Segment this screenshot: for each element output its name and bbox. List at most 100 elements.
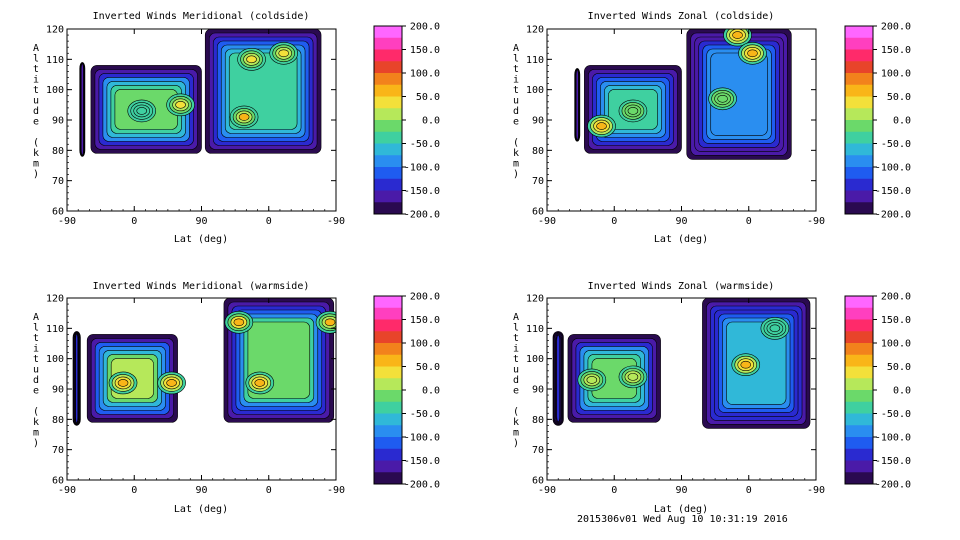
- y-tick-label: 60: [532, 207, 544, 218]
- colorbar-tick-label: 150.0: [410, 45, 440, 56]
- y-label-char: u: [513, 96, 519, 107]
- colorbar-tick-label: -150.0: [404, 186, 440, 197]
- y-tick-label: 100: [526, 354, 544, 365]
- colorbar-swatch: [374, 460, 402, 473]
- contour-band: [80, 63, 84, 156]
- colorbar-tick-label: -100.0: [875, 433, 911, 444]
- x-tick-label: 0: [611, 216, 617, 227]
- y-tick-label: 120: [526, 25, 544, 36]
- x-tick-label: 90: [195, 485, 207, 496]
- colorbar-swatch: [374, 319, 402, 332]
- colorbar-tick-label: 100.0: [410, 339, 440, 350]
- colorbar-tick-label: -50.0: [881, 139, 911, 150]
- y-label-char: k: [513, 148, 519, 159]
- colorbar-swatch: [845, 425, 873, 438]
- y-label-char: d: [33, 106, 39, 117]
- colorbar-swatch: [845, 190, 873, 203]
- y-label-char: e: [33, 117, 39, 128]
- y-tick-label: 80: [52, 415, 64, 426]
- colorbar-swatch: [374, 448, 402, 461]
- colorbar-swatch: [374, 401, 402, 414]
- colorbar-swatch: [845, 37, 873, 50]
- colorbar-tick-label: 200.0: [881, 292, 911, 303]
- y-tick-label: 100: [46, 354, 64, 365]
- colorbar-swatch: [845, 131, 873, 144]
- x-tick-label: -90: [58, 216, 76, 227]
- colorbar-swatch: [374, 472, 402, 485]
- contour-feature: [596, 122, 607, 130]
- y-label-char: e: [513, 386, 519, 397]
- colorbar-swatch: [374, 378, 402, 391]
- colorbar-swatch: [374, 202, 402, 215]
- colorbar-swatch: [845, 202, 873, 215]
- colorbar-swatch: [845, 108, 873, 121]
- colorbar-swatch: [845, 61, 873, 74]
- colorbar: 200.0 150.0 100.0 50.0 0.0 -50.0 -100.0 -150.0 -…: [844, 292, 911, 491]
- y-label-char: t: [33, 354, 39, 365]
- y-label-char: t: [513, 85, 519, 96]
- y-label-char: m: [33, 428, 39, 439]
- y-tick-label: 70: [532, 176, 544, 187]
- contour-feature: [246, 55, 257, 64]
- colorbar-swatch: [374, 131, 402, 144]
- colorbar-swatch: [845, 84, 873, 97]
- x-tick-label: -90: [58, 485, 76, 496]
- x-tick-label: -90: [538, 216, 556, 227]
- contour-band: [556, 334, 561, 422]
- colorbar-swatch: [845, 366, 873, 379]
- y-label-char: ): [33, 169, 39, 180]
- colorbar-swatch: [374, 354, 402, 367]
- plot-area: [552, 298, 811, 429]
- y-label-char: ): [513, 438, 519, 449]
- contour-feature: [278, 49, 289, 58]
- colorbar-tick-label: 0.0: [422, 116, 440, 127]
- plot-area: [574, 29, 792, 160]
- colorbar-tick-label: -200.0: [875, 210, 911, 221]
- y-label-char: (: [33, 407, 39, 418]
- y-label-char: u: [33, 365, 39, 376]
- x-tick-label: -90: [327, 485, 345, 496]
- x-tick-label: 0: [746, 485, 752, 496]
- y-label-char: t: [33, 85, 39, 96]
- y-label-char: (: [513, 407, 519, 418]
- x-tick-label: 0: [131, 216, 137, 227]
- colorbar-swatch: [845, 413, 873, 426]
- colorbar-tick-label: -100.0: [875, 163, 911, 174]
- x-tick-label: 90: [675, 485, 687, 496]
- x-tick-label: -90: [327, 216, 345, 227]
- footer-timestamp: 2015306v01 Wed Aug 10 10:31:19 2016: [577, 514, 788, 525]
- colorbar-swatch: [845, 155, 873, 168]
- contour-feature: [747, 49, 758, 58]
- colorbar-tick-label: -100.0: [404, 163, 440, 174]
- contour-feature: [233, 318, 245, 327]
- panel-zonal-warmside: Inverted Winds Zonal (warmside) 60 70 80 90…: [513, 281, 911, 515]
- colorbar-swatch: [845, 296, 873, 309]
- colorbar-swatch: [374, 331, 402, 344]
- y-tick-label: 60: [52, 476, 64, 487]
- y-label-char: i: [513, 75, 519, 86]
- x-axis-label: Lat (deg): [654, 504, 708, 515]
- y-tick-label: 90: [532, 116, 544, 127]
- colorbar-swatch: [845, 73, 873, 86]
- x-tick-label: 0: [131, 485, 137, 496]
- contour-plot: 60 70 80 90 100 110 120 -90 0 90 0 -90: [526, 294, 825, 497]
- y-tick-label: 120: [526, 294, 544, 305]
- colorbar-tick-label: -50.0: [410, 409, 440, 420]
- y-tick-label: 120: [46, 25, 64, 36]
- colorbar-swatch: [374, 143, 402, 156]
- x-tick-label: 90: [195, 216, 207, 227]
- y-label-char: m: [513, 159, 519, 170]
- y-label-char: l: [513, 54, 519, 65]
- y-tick-label: 120: [46, 294, 64, 305]
- colorbar-tick-label: 50.0: [887, 92, 911, 103]
- colorbar-tick-label: 50.0: [887, 362, 911, 373]
- colorbar-swatch: [374, 366, 402, 379]
- x-tick-label: 0: [611, 485, 617, 496]
- contour-feature: [136, 107, 148, 115]
- x-tick-label: 0: [266, 485, 272, 496]
- colorbar-tick-label: -150.0: [875, 456, 911, 467]
- colorbar-tick-label: -150.0: [404, 456, 440, 467]
- y-label-char: d: [513, 375, 519, 386]
- y-label-char: i: [33, 75, 39, 86]
- y-label-char: d: [33, 375, 39, 386]
